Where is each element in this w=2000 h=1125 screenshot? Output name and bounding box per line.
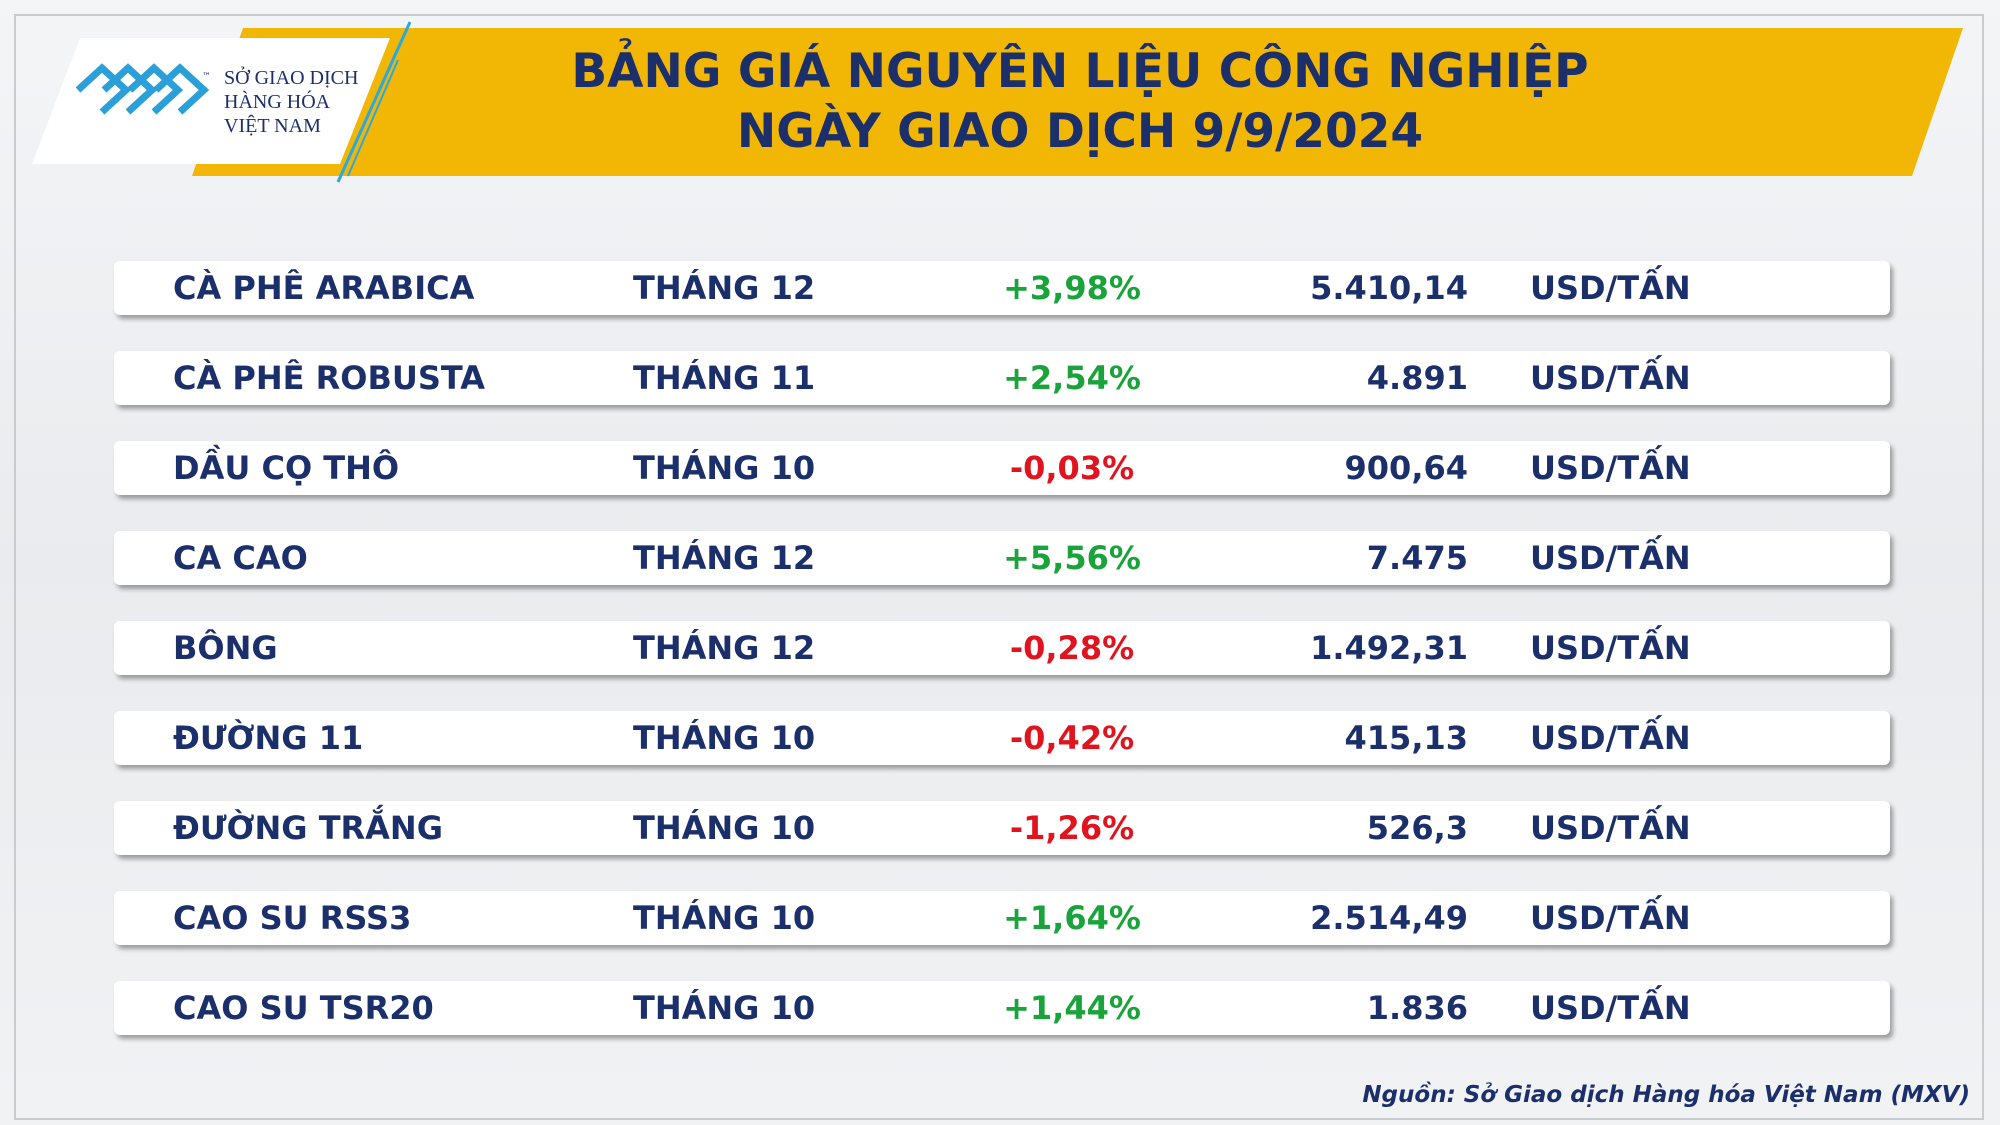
change-percent: +5,56% [1003, 539, 1141, 577]
price: 2.514,49 [1310, 899, 1468, 937]
contract-month: THÁNG 12 [633, 269, 816, 307]
unit: USD/TẤN [1530, 809, 1691, 847]
change-percent: +2,54% [1003, 359, 1141, 397]
header-graphics [32, 21, 1963, 183]
change-percent: -0,28% [1009, 629, 1135, 667]
contract-month: THÁNG 11 [633, 359, 816, 397]
source: Nguồn: Sở Giao dịch Hàng hóa Việt Nam (M… [1362, 1082, 1970, 1108]
change-percent: +1,44% [1003, 989, 1141, 1027]
table-row: ĐƯỜNG TRẮNG THÁNG 10 -1,26% 526,3 USD/TẤN [114, 801, 1890, 855]
accent-line [347, 59, 399, 177]
price: 7.475 [1366, 539, 1468, 577]
price: 415,13 [1344, 719, 1468, 757]
price: 1.492,31 [1310, 629, 1468, 667]
unit: USD/TẤN [1530, 449, 1691, 487]
contract-month: THÁNG 10 [633, 899, 816, 937]
title: NGÀY GIAO DỊCH 9/9/2024 [736, 104, 1424, 159]
frame [14, 14, 1984, 1120]
price: 526,3 [1366, 809, 1468, 847]
title: BẢNG GIÁ NGUYÊN LIỆU CÔNG NGHIỆP [571, 44, 1589, 99]
commodity-name: CÀ PHÊ ARABICA [173, 269, 475, 307]
change-percent: -0,03% [1009, 449, 1135, 487]
table-row: BÔNG THÁNG 12 -0,28% 1.492,31 USD/TẤN [114, 621, 1890, 675]
contract-month: THÁNG 12 [633, 629, 816, 667]
contract-month: THÁNG 10 [633, 809, 816, 847]
unit: USD/TẤN [1530, 359, 1691, 397]
commodity-name: ĐƯỜNG TRẮNG [173, 809, 443, 847]
header-band [192, 28, 1963, 176]
table-row: CAO SU RSS3 THÁNG 10 +1,64% 2.514,49 USD/TẤN [114, 891, 1890, 945]
unit: USD/TẤN [1530, 719, 1691, 757]
commodity-name: CAO SU TSR20 [173, 989, 434, 1027]
contract-month: THÁNG 10 [633, 989, 816, 1027]
change-percent: -0,42% [1009, 719, 1135, 757]
commodity-name: ĐƯỜNG 11 [173, 719, 364, 757]
table-row: CA CAO THÁNG 12 +5,56% 7.475 USD/TẤN [114, 531, 1890, 585]
unit: USD/TẤN [1530, 269, 1691, 307]
commodity-name: CÀ PHÊ ROBUSTA [173, 359, 485, 397]
price: 1.836 [1366, 989, 1468, 1027]
contract-month: THÁNG 12 [633, 539, 816, 577]
change-percent: -1,26% [1009, 809, 1135, 847]
table-row: CAO SU TSR20 THÁNG 10 +1,44% 1.836 USD/TẤN [114, 981, 1890, 1035]
table-row: CÀ PHÊ ROBUSTA THÁNG 11 +2,54% 4.891 USD/TẤN [114, 351, 1890, 405]
unit: USD/TẤN [1530, 539, 1691, 577]
price: 4.891 [1366, 359, 1468, 397]
logo-plate [32, 38, 390, 164]
price: 5.410,14 [1310, 269, 1468, 307]
commodity-name: CAO SU RSS3 [173, 899, 412, 937]
logo-tm: ™ [202, 72, 211, 82]
logo-text: SỞ GIAO DỊCH [224, 67, 359, 89]
commodity-name: BÔNG [173, 629, 278, 667]
contract-month: THÁNG 10 [633, 719, 816, 757]
commodity-name: DẦU CỌ THÔ [173, 449, 400, 487]
unit: USD/TẤN [1530, 899, 1691, 937]
logo-text: VIỆT NAM [224, 115, 321, 137]
table-row: DẦU CỌ THÔ THÁNG 10 -0,03% 900,64 USD/TẤN [114, 441, 1890, 495]
change-percent: +1,64% [1003, 899, 1141, 937]
table-row: ĐƯỜNG 11 THÁNG 10 -0,42% 415,13 USD/TẤN [114, 711, 1890, 765]
unit: USD/TẤN [1530, 629, 1691, 667]
logo-text: HÀNG HÓA [224, 91, 331, 113]
commodity-name: CA CAO [173, 539, 308, 577]
table-row: CÀ PHÊ ARABICA THÁNG 12 +3,98% 5.410,14 USD/… [114, 261, 1890, 315]
change-percent: +3,98% [1003, 269, 1141, 307]
contract-month: THÁNG 10 [633, 449, 816, 487]
accent-line [336, 21, 412, 183]
price: 900,64 [1344, 449, 1468, 487]
logo-icon [75, 63, 210, 115]
unit: USD/TẤN [1530, 989, 1691, 1027]
